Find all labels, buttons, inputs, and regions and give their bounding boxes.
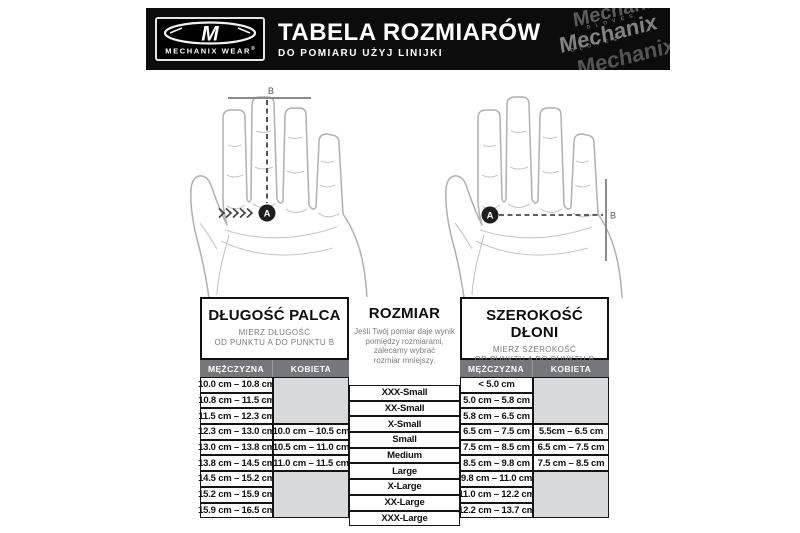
finger-length-women-column: 10.0 cm – 10.5 cm 10.5 cm – 11.0 cm 11.0…	[273, 377, 350, 519]
column-header-men: MĘŻCZYZNA	[460, 360, 533, 377]
palm-width-header: SZEROKOŚĆ DŁONI MIERZ SZEROKOŚĆ OD PUNKT…	[460, 297, 609, 364]
palm-width-men-value: 11.0 cm – 12.2 cm	[458, 486, 535, 503]
point-b-label: B	[268, 86, 274, 96]
note-line: Jeśli Twój pomiar daje wynik	[354, 327, 455, 336]
palm-width-subtitle: MIERZ SZEROKOŚĆ OD PUNKTU A DO PUNKTU B	[462, 345, 607, 365]
point-a-marker	[481, 206, 499, 224]
size-value: XX-Small	[349, 400, 460, 417]
header-titles: TABELA ROZMIARÓW DO POMIARU UŻYJ LINIJKI	[278, 18, 541, 59]
finger-length-women-value: 10.0 cm – 10.5 cm	[273, 424, 350, 440]
subtitle-line: OD PUNKTU A DO PUNKTU B	[474, 355, 595, 364]
point-b-label: B	[610, 211, 616, 221]
size-value: XX-Large	[349, 494, 460, 511]
column-header-women: KOBIETA	[550, 363, 592, 374]
finger-length-men-column: 10.0 cm – 10.8 cm 10.8 cm – 11.5 cm 11.5…	[198, 377, 275, 519]
size-value: X-Large	[349, 479, 460, 495]
palm-width-men-value: 6.5 cm – 7.5 cm	[460, 424, 533, 440]
finger-length-men-value: 10.0 cm – 10.8 cm	[198, 377, 275, 393]
logo-wordmark: MECHANIX WEAR®	[165, 46, 255, 56]
finger-length-grid: 10.0 cm – 10.8 cm 10.8 cm – 11.5 cm 11.5…	[198, 377, 350, 519]
size-title: ROZMIAR	[368, 305, 441, 322]
size-header: ROZMIAR Jeśli Twój pomiar daje wynik pom…	[349, 305, 460, 385]
point-a-label: A	[264, 209, 271, 220]
point-a-marker	[258, 204, 276, 222]
hand-creases	[199, 130, 340, 296]
subtitle-line: MIERZ SZEROKOŚĆ	[492, 345, 577, 354]
hand-outline	[445, 96, 623, 298]
finger-length-men-value: 10.8 cm – 11.5 cm	[198, 392, 275, 409]
finger-length-men-value: 11.5 cm – 12.3 cm	[198, 408, 275, 425]
size-values-column: XXX-Small XX-Small X-Small Small Medium …	[349, 385, 460, 527]
finger-length-men-value: 14.5 cm – 15.2 cm	[198, 471, 275, 487]
hand-diagram-finger-length: B A	[190, 86, 368, 298]
palm-width-men-value: 5.8 cm – 6.5 cm	[460, 408, 533, 425]
palm-width-table: SZEROKOŚĆ DŁONI MIERZ SZEROKOŚĆ OD PUNKT…	[458, 297, 609, 519]
size-value: XXX-Large	[349, 510, 460, 527]
palm-width-column-headers: MĘŻCZYZNA KOBIETA	[460, 360, 609, 377]
note-line: rozmiar mniejszy.	[373, 355, 436, 365]
watermark: Mechanix G L O V E S Mechanix G L O V E …	[558, 8, 670, 70]
size-value: X-Small	[349, 416, 460, 433]
registered-mark: ®	[251, 46, 255, 53]
column-header-women: KOBIETA	[290, 363, 332, 374]
header-bar: M MECHANIX WEAR® TABELA ROZMIARÓW DO POM…	[146, 8, 670, 70]
empty-cell-block	[533, 471, 609, 519]
hand-diagram-palm-width: B A	[445, 96, 623, 298]
palm-width-women-column: 5.5cm – 6.5 cm 6.5 cm – 7.5 cm 7.5 cm – …	[533, 377, 609, 519]
page-title: TABELA ROZMIARÓW	[278, 18, 541, 46]
finger-length-women-value: 10.5 cm – 11.0 cm	[273, 439, 349, 456]
palm-width-women-value: 5.5cm – 6.5 cm	[533, 424, 609, 440]
palm-width-men-value: 7.5 cm – 8.5 cm	[460, 439, 533, 456]
measure-chevrons	[218, 207, 254, 219]
subtitle-line: OD PUNKTU A DO PUNKTU B	[214, 338, 335, 347]
empty-cell-block	[533, 377, 609, 425]
size-value: Medium	[349, 447, 460, 464]
finger-length-title: DŁUGOŚĆ PALCA	[208, 307, 341, 324]
mechanix-logo: M MECHANIX WEAR®	[155, 17, 265, 61]
point-a-label: A	[487, 211, 494, 222]
size-value: Small	[349, 432, 460, 448]
finger-length-header: DŁUGOŚĆ PALCA MIERZ DŁUGOŚĆ OD PUNKTU A …	[200, 297, 349, 360]
palm-width-men-value: 12.2 cm – 13.7 cm	[458, 502, 535, 519]
note-line: zalecamy wybrać	[373, 346, 436, 355]
palm-width-women-value: 7.5 cm – 8.5 cm	[533, 455, 609, 472]
finger-length-table: DŁUGOŚĆ PALCA MIERZ DŁUGOŚĆ OD PUNKTU A …	[198, 297, 350, 519]
hand-outline	[190, 96, 368, 298]
palm-width-men-value: < 5.0 cm	[460, 377, 533, 393]
palm-width-men-value: 9.8 cm – 11.0 cm	[460, 471, 533, 487]
subtitle-line: MIERZ DŁUGOŚĆ	[238, 328, 311, 337]
page-subtitle: DO POMIARU UŻYJ LINIJKI	[278, 47, 444, 59]
empty-cell-block	[273, 377, 349, 425]
finger-length-women-value: 11.0 cm – 11.5 cm	[273, 455, 349, 472]
logo-wordmark-text: MECHANIX WEAR	[165, 46, 252, 56]
finger-length-men-value: 15.2 cm – 15.9 cm	[198, 486, 275, 503]
palm-width-women-value: 6.5 cm – 7.5 cm	[533, 439, 609, 456]
finger-length-men-value: 13.0 cm – 13.8 cm	[198, 439, 275, 456]
finger-length-men-value: 15.9 cm – 16.5 cm	[198, 502, 275, 519]
size-note: Jeśli Twój pomiar daje wynik pomiędzy ro…	[349, 327, 460, 365]
palm-width-grid: < 5.0 cm 5.0 cm – 5.8 cm 5.8 cm – 6.5 cm…	[458, 377, 609, 519]
size-value: Large	[349, 463, 460, 480]
svg-text:M: M	[201, 23, 219, 46]
finger-length-men-value: 13.8 cm – 14.5 cm	[198, 455, 275, 472]
size-value: XXX-Small	[349, 385, 460, 401]
size-table: ROZMIAR Jeśli Twój pomiar daje wynik pom…	[349, 297, 460, 527]
finger-length-men-value: 12.3 cm – 13.0 cm	[198, 424, 275, 440]
palm-width-men-value: 8.5 cm – 9.8 cm	[460, 455, 533, 472]
column-header-men: MĘŻCZYZNA	[200, 360, 273, 377]
note-line: pomiędzy rozmiarami,	[365, 336, 444, 346]
finger-length-subtitle: MIERZ DŁUGOŚĆ OD PUNKTU A DO PUNKTU B	[202, 328, 347, 348]
size-tables: DŁUGOŚĆ PALCA MIERZ DŁUGOŚĆ OD PUNKTU A …	[198, 297, 609, 527]
mechanix-m-emblem-icon: M	[163, 21, 257, 46]
empty-cell-block	[273, 471, 349, 519]
palm-width-men-value: 5.0 cm – 5.8 cm	[460, 392, 533, 409]
palm-width-men-column: < 5.0 cm 5.0 cm – 5.8 cm 5.8 cm – 6.5 cm…	[458, 377, 535, 519]
finger-length-column-headers: MĘŻCZYZNA KOBIETA	[200, 360, 349, 377]
palm-width-title: SZEROKOŚĆ DŁONI	[486, 307, 583, 341]
